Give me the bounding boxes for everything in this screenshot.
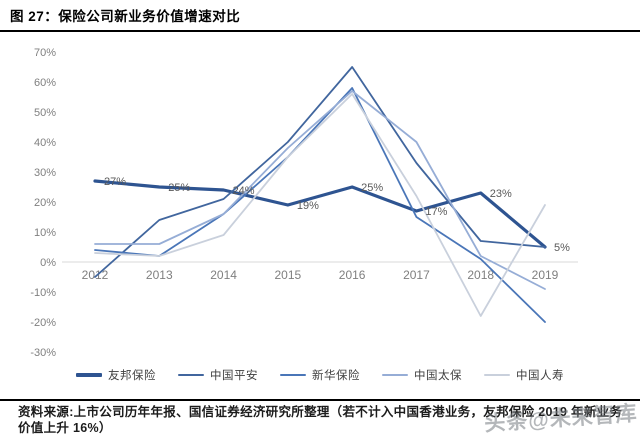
legend-item-中国人寿: 中国人寿 [484,367,564,383]
legend-item-新华保险: 新华保险 [280,367,360,383]
data-label: 25% [361,182,383,194]
data-label: 17% [425,206,447,218]
legend-label: 友邦保险 [108,370,156,382]
x-axis-year-label: 2013 [146,268,173,282]
source-note-line2: 价值上升 16%） [18,421,112,435]
source-note-line1: 资料来源:上市公司历年年报、国信证券经济研究所整理（若不计入中国香港业务，友邦保… [18,405,623,419]
legend-swatch [76,373,102,377]
legend-swatch [382,374,408,376]
data-label: 23% [490,188,512,200]
y-axis-tick-label: 0% [40,257,56,269]
legend-label: 中国太保 [414,370,462,382]
legend-label: 中国人寿 [516,370,564,382]
figure-header: 图 27：保险公司新业务价值增速对比 [0,0,640,30]
data-label: 25% [168,182,190,194]
legend-label: 新华保险 [312,370,360,382]
legend-item-中国平安: 中国平安 [178,367,258,383]
x-axis-year-label: 2016 [339,268,366,282]
y-axis-tick-label: 10% [34,227,56,239]
x-axis-year-label: 2019 [532,268,559,282]
footer-divider-line [0,399,640,401]
title-divider-line [0,30,640,32]
series-line-中国平安 [94,66,546,278]
legend-item-中国太保: 中国太保 [382,367,462,383]
legend-swatch [280,374,306,376]
legend-swatch [178,374,204,376]
y-axis-tick-label: 60% [34,77,56,89]
chart-legend: 友邦保险 中国平安 新华保险 中国太保 中国人寿 [0,366,640,384]
x-axis-year-label: 2018 [467,268,494,282]
series-line-友邦保险 [93,179,547,249]
line-chart: 70% 60% 50% 40% 30% 20% 10% 0% -10% -20% -30% 2012 2… [0,32,640,366]
x-axis-year-label: 2015 [275,268,302,282]
series-line-中国人寿 [94,93,546,317]
figure-title: 图 27：保险公司新业务价值增速对比 [10,9,241,24]
y-axis-tick-label: 50% [34,107,56,119]
series-line-中国太保 [94,90,546,290]
y-axis-tick-label: 30% [34,167,56,179]
x-axis-year-label: 2014 [210,268,237,282]
x-axis-year-label: 2017 [403,268,430,282]
data-label: 5% [554,242,570,254]
legend-item-友邦保险: 友邦保险 [76,367,156,383]
y-axis-tick-label: 20% [34,197,56,209]
series-line-新华保险 [94,87,546,323]
legend-label: 中国平安 [210,370,258,382]
data-label: 24% [233,185,255,197]
source-note: 资料来源:上市公司历年年报、国信证券经济研究所整理（若不计入中国香港业务，友邦保… [18,404,634,436]
x-axis-year-label: 2012 [82,268,109,282]
y-axis-tick-label: -20% [30,317,56,329]
y-axis-tick-label: -30% [30,347,56,359]
y-axis-tick-label: 40% [34,137,56,149]
data-label: 27% [104,176,126,188]
chart-plot-area: 70% 60% 50% 40% 30% 20% 10% 0% -10% -20% -30% 2012 2… [30,47,578,359]
y-axis-tick-label: 70% [34,47,56,59]
data-label: 19% [297,200,319,212]
y-axis-tick-label: -10% [30,287,56,299]
legend-swatch [484,374,510,376]
